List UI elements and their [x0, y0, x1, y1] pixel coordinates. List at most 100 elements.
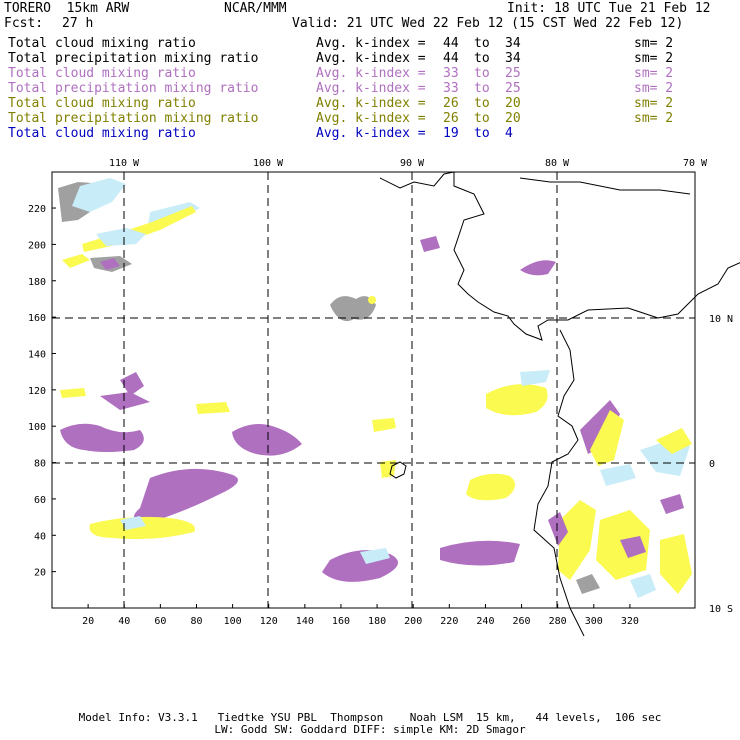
- purple-band: [420, 236, 440, 252]
- x-tick-label: 280: [549, 616, 567, 627]
- x-tick-label: 180: [368, 616, 386, 627]
- legend-row-3-to: 25: [505, 66, 521, 81]
- y-tick-label: 100: [28, 422, 46, 433]
- yellow-band: [380, 460, 396, 478]
- legend-row-5-to: 20: [505, 96, 521, 111]
- org-label: NCAR/MMM: [224, 1, 287, 16]
- init-time: Init: 18 UTC Tue 21 Feb 12: [507, 1, 711, 16]
- legend-row-3-idx: Avg. k-index =: [316, 66, 426, 81]
- grey-cloud: [330, 296, 376, 322]
- lightblue-cloud: [600, 464, 636, 486]
- legend-row-3-to-word: to: [474, 66, 490, 81]
- legend-row-2-idx: Avg. k-index =: [316, 51, 426, 66]
- precip-fields: [58, 178, 692, 598]
- purple-band: [232, 424, 302, 456]
- purple-band: [548, 512, 568, 546]
- legend-row-5-idx: Avg. k-index =: [316, 96, 426, 111]
- legend-row-1-to: 34: [505, 36, 521, 51]
- coastline-galapagos: [389, 461, 407, 479]
- x-tick-label: 300: [585, 616, 603, 627]
- y-tick-label: 20: [34, 568, 46, 579]
- model-title: TORERO 15km ARW: [4, 1, 130, 16]
- valid-time: Valid: 21 UTC Wed 22 Feb 12 (15 CST Wed …: [292, 16, 684, 31]
- top-lon-label: 90 W: [400, 158, 425, 169]
- top-longitude-labels: 110 W 100 W 90 W 80 W 70 W: [109, 158, 708, 169]
- model-info-line2: LW: Godd SW: Goddard DIFF: simple KM: 2D…: [214, 723, 526, 736]
- lightblue-cloud: [520, 370, 550, 386]
- top-lon-label: 110 W: [109, 158, 140, 169]
- right-latitude-labels: 10 N 0 10 S: [709, 314, 733, 615]
- y-tick-label: 160: [28, 313, 46, 324]
- yellow-band: [466, 473, 516, 501]
- legend-row-1-sm: sm= 2: [634, 36, 674, 51]
- purple-band: [620, 536, 646, 558]
- legend-row-2-from: 44: [443, 51, 459, 66]
- legend-row-6-sm: sm= 2: [634, 111, 674, 126]
- right-lat-label: 10 N: [709, 314, 733, 325]
- legend-row-7-to-word: to: [474, 126, 490, 141]
- model-info-line1: Model Info: V3.3.1 Tiedtke YSU PBL Thomp…: [78, 711, 662, 724]
- purple-band: [660, 494, 684, 514]
- legend-row-1-name: Total cloud mixing ratio: [8, 36, 196, 51]
- x-tick-label: 160: [332, 616, 350, 627]
- purple-band: [440, 540, 520, 566]
- y-tick-label: 120: [28, 386, 46, 397]
- x-tick-label: 100: [224, 616, 242, 627]
- y-ticks: 220 200 180 160 140 120 100 80 60 40 20: [28, 204, 56, 579]
- yellow-band: [62, 254, 90, 268]
- yellow-cell: [368, 296, 376, 304]
- x-tick-label: 220: [440, 616, 458, 627]
- legend-row-3-from: 33: [443, 66, 459, 81]
- x-tick-label: 140: [296, 616, 314, 627]
- purple-band: [100, 392, 150, 410]
- legend-row-5-from: 26: [443, 96, 459, 111]
- yellow-band: [196, 402, 230, 414]
- yellow-band: [486, 384, 548, 416]
- x-tick-label: 320: [621, 616, 639, 627]
- legend-row-2-to-word: to: [474, 51, 490, 66]
- legend-row-2-sm: sm= 2: [634, 51, 674, 66]
- lightblue-cloud: [96, 228, 146, 246]
- lat-lon-grid: [52, 172, 695, 608]
- yellow-band: [60, 388, 86, 398]
- legend-row-4-to-word: to: [474, 81, 490, 96]
- lightblue-cloud: [120, 516, 146, 530]
- grey-cloud: [576, 574, 600, 594]
- legend-row-7-to: 4: [505, 126, 513, 141]
- yellow-band: [590, 410, 624, 466]
- x-tick-label: 40: [118, 616, 130, 627]
- y-tick-label: 180: [28, 277, 46, 288]
- y-tick-label: 80: [34, 459, 46, 470]
- yellow-band: [656, 428, 692, 454]
- yellow-band: [89, 516, 195, 540]
- purple-band: [133, 468, 238, 524]
- legend-row-6-to-word: to: [474, 111, 490, 126]
- fcst-label: Fcst:: [4, 16, 44, 31]
- purple-band: [520, 260, 556, 276]
- purple-band: [120, 372, 144, 396]
- x-ticks: 20 40 60 80 100 120 140 160 180 200 220 240 260 280 30…: [82, 604, 639, 627]
- legend-row-7-name: Total cloud mixing ratio: [8, 126, 196, 141]
- legend-row-6-from: 26: [443, 111, 459, 126]
- fcst-value: 27 h: [62, 16, 94, 31]
- legend-row-2-to: 34: [505, 51, 521, 66]
- lightblue-cloud: [630, 574, 656, 598]
- x-tick-label: 120: [260, 616, 278, 627]
- x-tick-label: 20: [82, 616, 94, 627]
- legend-row-4-sm: sm= 2: [634, 81, 674, 96]
- legend-row-5-sm: sm= 2: [634, 96, 674, 111]
- lightblue-cloud: [72, 178, 126, 212]
- x-tick-label: 80: [190, 616, 202, 627]
- legend-row-6-idx: Avg. k-index =: [316, 111, 426, 126]
- legend-row-4-name: Total precipitation mixing ratio: [8, 81, 259, 96]
- yellow-band: [372, 418, 396, 432]
- y-tick-label: 220: [28, 204, 46, 215]
- legend-row-6-name: Total precipitation mixing ratio: [8, 111, 259, 126]
- legend-row-2-name: Total precipitation mixing ratio: [8, 51, 259, 66]
- yellow-band: [558, 500, 596, 580]
- top-lon-label: 70 W: [683, 158, 708, 169]
- legend-row-7-idx: Avg. k-index =: [316, 126, 426, 141]
- legend-row-4-to: 25: [505, 81, 521, 96]
- y-tick-label: 40: [34, 531, 46, 542]
